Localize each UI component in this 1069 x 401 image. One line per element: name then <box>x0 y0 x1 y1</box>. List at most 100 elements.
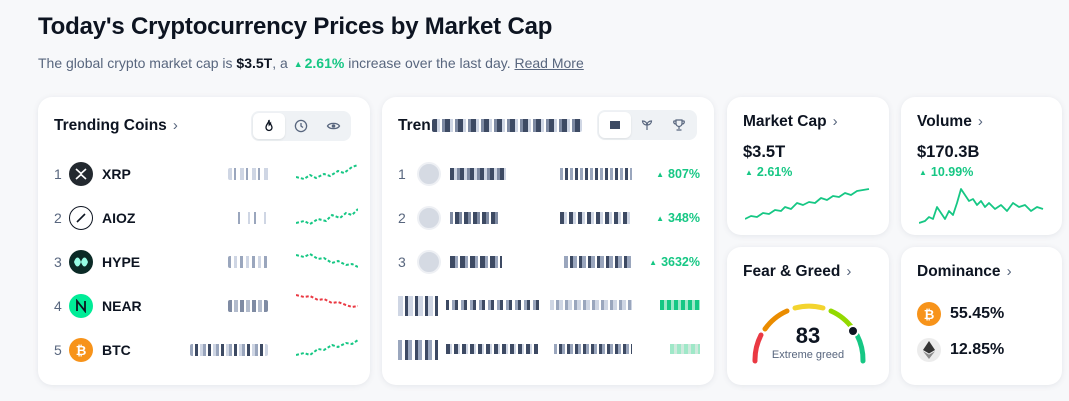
market-cap-value: $3.5T <box>743 143 786 161</box>
tab-leaf[interactable] <box>631 112 663 138</box>
market-cap-change-value: 2.61% <box>756 165 793 179</box>
hype-icon <box>69 250 93 274</box>
dominance-title: Dominance › <box>917 263 1012 281</box>
trending-onchain-title[interactable]: Tren <box>398 117 431 135</box>
trophy-icon <box>673 119 685 131</box>
trending-coins-card: Trending Coins › 1 XRP 2 AIOZ 3 <box>38 97 370 385</box>
list-item[interactable]: 2 AIOZ <box>38 203 370 233</box>
dominance-row-btc: ₿ 55.45% <box>917 301 1004 327</box>
coin-rank: 4 <box>54 298 62 314</box>
fear-greed-card[interactable]: Fear & Greed › 83 Extreme greed <box>727 247 889 385</box>
fear-greed-label: Fear & Greed <box>743 263 841 280</box>
eth-icon <box>917 338 941 362</box>
trending-coins-label: Trending Coins <box>54 117 167 134</box>
sparkline <box>296 294 358 309</box>
btc-icon: ₿ <box>917 302 941 326</box>
coin-rank: 5 <box>54 342 62 358</box>
sparkline <box>296 252 358 268</box>
price-redacted <box>550 300 632 310</box>
eth-dominance: 12.85% <box>950 341 1005 358</box>
token-icon <box>417 250 441 274</box>
read-more-link[interactable]: Read More <box>514 55 584 71</box>
list-item[interactable]: 4 NEAR <box>38 291 370 321</box>
trending-coins-title[interactable]: Trending Coins › <box>54 117 178 135</box>
chevron-right-icon: › <box>832 113 838 130</box>
chevron-right-icon: › <box>846 263 852 280</box>
eye-icon <box>326 122 340 130</box>
btc-icon: ₿ <box>69 338 93 362</box>
summary-market-cap: $3.5T <box>236 55 273 71</box>
trending-onchain-label: Tren <box>398 117 431 134</box>
coin-name: HYPE <box>102 254 141 270</box>
flame-icon <box>265 119 273 132</box>
market-cap-change: ▲ 2.61% <box>745 165 792 179</box>
fear-greed-status: Extreme greed <box>771 349 845 361</box>
price-redacted <box>234 212 268 224</box>
token-name-redacted <box>446 300 542 310</box>
list-item[interactable]: 2 ▲ 348% <box>382 203 714 233</box>
token-name-redacted <box>446 344 538 354</box>
volume-change: ▲ 10.99% <box>919 165 973 179</box>
coin-rank: 2 <box>54 210 62 226</box>
coin-rank: 3 <box>54 254 62 270</box>
price-redacted <box>554 344 632 354</box>
list-item[interactable]: 3 ▲ 3632% <box>382 247 714 277</box>
tab-trending[interactable] <box>253 113 285 139</box>
list-item[interactable] <box>382 291 714 321</box>
price-redacted <box>228 300 268 312</box>
change-redacted <box>660 300 700 310</box>
price-redacted <box>564 256 632 268</box>
sparkline <box>296 164 358 181</box>
price-redacted <box>228 256 268 268</box>
price-redacted <box>190 344 268 356</box>
grid-icon <box>610 121 620 129</box>
market-cap-card[interactable]: Market Cap › $3.5T ▲ 2.61% <box>727 97 889 235</box>
page-title: Today's Cryptocurrency Prices by Market … <box>38 13 553 40</box>
volume-card[interactable]: Volume › $170.3B ▲ 10.99% <box>901 97 1062 235</box>
fear-greed-gauge <box>752 303 866 364</box>
tab-trophy[interactable] <box>663 112 695 138</box>
leaf-icon <box>641 120 653 130</box>
price-redacted <box>228 168 270 180</box>
trending-coins-tabs <box>251 111 351 141</box>
gauge-indicator <box>847 325 859 337</box>
dominance-card[interactable]: Dominance › ₿ 55.45% 12.85% <box>901 247 1062 385</box>
volume-sparkline <box>919 188 1044 224</box>
coin-name: AIOZ <box>102 210 136 226</box>
chevron-right-icon: › <box>977 113 983 130</box>
clock-icon <box>294 119 308 133</box>
up-triangle-icon: ▲ <box>919 168 927 177</box>
list-item[interactable]: 1 XRP <box>38 159 370 189</box>
tab-grid[interactable] <box>599 112 631 138</box>
title-redacted <box>432 119 582 132</box>
dominance-row-eth: 12.85% <box>917 337 1004 363</box>
coin-name: BTC <box>102 342 131 358</box>
token-name-redacted <box>450 168 506 180</box>
up-triangle-icon: ▲ <box>656 214 665 223</box>
list-item[interactable] <box>382 335 714 365</box>
token-change-value: 348% <box>668 211 700 225</box>
token-name-redacted <box>450 256 502 268</box>
token-change-value: 807% <box>668 167 700 181</box>
chevron-right-icon: › <box>172 117 178 134</box>
list-item[interactable]: 5 ₿ BTC <box>38 335 370 365</box>
row-redacted <box>398 340 438 360</box>
tab-recent[interactable] <box>285 113 317 139</box>
tab-most-viewed[interactable] <box>317 113 349 139</box>
aioz-icon <box>69 206 93 230</box>
coin-name: XRP <box>102 166 131 182</box>
fear-greed-value: 83 <box>795 323 821 348</box>
token-rank: 2 <box>398 210 406 226</box>
btc-dominance: 55.45% <box>950 305 1005 322</box>
xrp-icon <box>69 162 93 186</box>
list-item[interactable]: 3 HYPE <box>38 247 370 277</box>
summary-change: 2.61% <box>304 55 345 71</box>
trending-onchain-card: Tren 1 ▲ 807% 2 ▲ 348% 3 ▲ 3632% <box>382 97 714 385</box>
fear-greed-title: Fear & Greed › <box>743 263 851 281</box>
token-change: ▲ 807% <box>656 167 700 181</box>
up-triangle-icon: ▲ <box>745 168 753 177</box>
list-item[interactable]: 1 ▲ 807% <box>382 159 714 189</box>
up-triangle-icon: ▲ <box>656 170 665 179</box>
volume-change-value: 10.99% <box>930 165 974 179</box>
market-cap-label: Market Cap <box>743 113 827 130</box>
